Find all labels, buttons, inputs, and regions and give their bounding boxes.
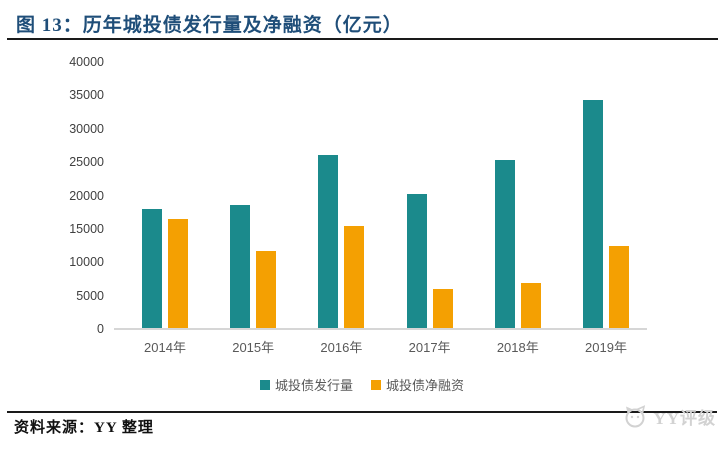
y-tick-label: 30000	[69, 121, 104, 136]
legend-item-net: 城投债净融资	[371, 375, 464, 394]
x-axis-label: 2014年	[144, 340, 186, 355]
bar-issuance-2018年	[494, 160, 515, 328]
legend-label: 城投债净融资	[386, 378, 465, 393]
y-tick-label: 15000	[69, 221, 104, 236]
legend-swatch-icon	[259, 379, 270, 390]
bar-net-2017年	[432, 288, 453, 328]
plot-area	[114, 62, 647, 330]
bar-issuance-2014年	[142, 209, 162, 328]
bar-net-2014年	[168, 218, 188, 328]
cat-logo-icon	[625, 405, 646, 428]
bar-chart: 0 5000 10000 15000 20000 25000 30000 35000 40000…	[0, 48, 724, 398]
bar-net-2018年	[520, 282, 541, 328]
y-tick-label: 35000	[69, 88, 104, 103]
y-tick-label: 40000	[69, 55, 104, 69]
bar-net-2016年	[344, 225, 365, 328]
bar-issuance-2015年	[230, 205, 251, 328]
x-axis-label: 2016年	[320, 340, 363, 355]
bar-issuance-2019年	[583, 100, 603, 328]
y-tick-label: 25000	[69, 155, 104, 170]
x-axis-label: 2017年	[408, 340, 451, 355]
bar-net-2015年	[256, 251, 277, 328]
source-note: 资料来源：YY 整理	[14, 420, 154, 436]
y-tick-label: 10000	[69, 255, 104, 270]
x-axis-label: 2015年	[232, 340, 275, 355]
y-tick-label: 20000	[69, 188, 104, 203]
title-divider	[7, 38, 718, 40]
y-tick-label: 0	[97, 322, 104, 336]
x-axis-line	[114, 328, 647, 330]
bar-issuance-2017年	[406, 193, 427, 328]
x-axis-label: 2018年	[496, 340, 539, 355]
watermark-label: YY评级	[653, 408, 716, 428]
y-tick-label: 5000	[76, 288, 104, 303]
legend-item-issuance: 城投债发行量	[259, 375, 353, 394]
x-axis-label: 2019年	[585, 340, 627, 355]
legend-label: 城投债发行量	[274, 378, 353, 393]
chart-legend: 城投债发行量 城投债净融资	[0, 375, 724, 394]
footer-divider	[7, 411, 717, 413]
bar-net-2019年	[609, 245, 629, 328]
watermark: YY评级	[621, 402, 716, 430]
legend-swatch-icon	[371, 379, 381, 390]
figure-title: 图 13：历年城投债发行量及净融资（亿元）	[16, 15, 403, 36]
bar-issuance-2016年	[318, 155, 339, 328]
